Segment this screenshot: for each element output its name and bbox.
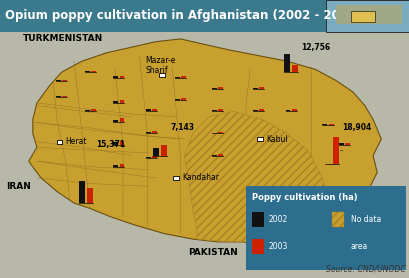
Polygon shape (184, 111, 327, 242)
Bar (160, 145, 167, 156)
Text: area: area (350, 242, 367, 251)
Text: 2003: 2003 (268, 242, 287, 251)
Bar (252, 212, 264, 227)
Bar (211, 155, 216, 156)
Bar (338, 143, 343, 145)
Bar (211, 110, 216, 111)
Bar (218, 154, 222, 156)
Bar (257, 137, 263, 141)
Bar (258, 87, 263, 89)
Bar (56, 96, 61, 97)
Bar (245, 186, 405, 270)
Bar (84, 71, 89, 72)
Bar (152, 148, 159, 156)
Bar (291, 65, 297, 72)
Bar (218, 132, 222, 133)
Bar (113, 120, 118, 122)
Text: Kandahar: Kandahar (182, 173, 219, 182)
Bar (328, 124, 333, 125)
Bar (146, 110, 151, 111)
Bar (62, 80, 67, 81)
Text: Source: CND/UNODC: Source: CND/UNODC (325, 265, 405, 274)
Bar (350, 11, 374, 22)
Bar (218, 110, 222, 111)
Bar (62, 96, 67, 97)
Bar (332, 137, 339, 164)
Bar (87, 188, 93, 203)
Text: Herat: Herat (65, 137, 87, 146)
Bar (258, 109, 263, 111)
Bar (146, 132, 151, 133)
Text: 7,143: 7,143 (170, 123, 194, 132)
Text: Opium poppy cultivation in Afghanistan (2002 - 2003): Opium poppy cultivation in Afghanistan (… (5, 9, 360, 23)
Bar (119, 164, 124, 167)
Bar (113, 76, 118, 78)
Bar (335, 5, 401, 24)
Bar (218, 87, 222, 89)
Bar (325, 0, 409, 32)
Text: TURKMENISTAN: TURKMENISTAN (22, 34, 103, 43)
Bar (113, 165, 118, 167)
Bar (252, 88, 257, 89)
Text: Kabul: Kabul (266, 135, 288, 143)
Bar (175, 99, 180, 100)
Bar (322, 124, 327, 125)
Bar (84, 110, 89, 111)
Text: Poppy cultivation (ha): Poppy cultivation (ha) (252, 193, 357, 202)
Bar (91, 109, 96, 111)
Bar (291, 110, 296, 111)
Bar (181, 98, 186, 100)
Bar (152, 108, 157, 111)
Text: No data: No data (350, 215, 380, 224)
Bar (285, 110, 290, 111)
Bar (173, 176, 179, 180)
Bar (283, 54, 290, 72)
Bar (146, 157, 151, 158)
Bar (0, 0, 325, 32)
Bar (344, 143, 349, 145)
Bar (56, 80, 61, 81)
Bar (56, 140, 62, 144)
Bar (152, 131, 157, 133)
Bar (119, 76, 124, 78)
Polygon shape (29, 39, 380, 245)
Bar (119, 142, 124, 145)
Bar (252, 239, 264, 254)
Bar (159, 73, 164, 77)
Bar (331, 212, 344, 227)
Text: 18,904: 18,904 (342, 123, 371, 132)
Text: Mazar-e
Sharif: Mazar-e Sharif (145, 56, 175, 75)
Text: UZBEKISTAN: UZBEKISTAN (180, 15, 244, 24)
Bar (91, 71, 96, 72)
Bar (113, 142, 118, 145)
Bar (119, 118, 124, 122)
Text: 15,371: 15,371 (96, 140, 125, 149)
Bar (119, 100, 124, 103)
Text: 2002: 2002 (268, 215, 287, 224)
Bar (252, 110, 257, 111)
Bar (175, 77, 180, 78)
Bar (79, 181, 85, 203)
Bar (152, 156, 157, 158)
Bar (211, 88, 216, 89)
Bar (113, 101, 118, 103)
Bar (181, 76, 186, 78)
Text: PAKISTAN: PAKISTAN (188, 249, 238, 257)
Text: 12,756: 12,756 (301, 43, 330, 52)
Text: IRAN: IRAN (6, 182, 31, 191)
